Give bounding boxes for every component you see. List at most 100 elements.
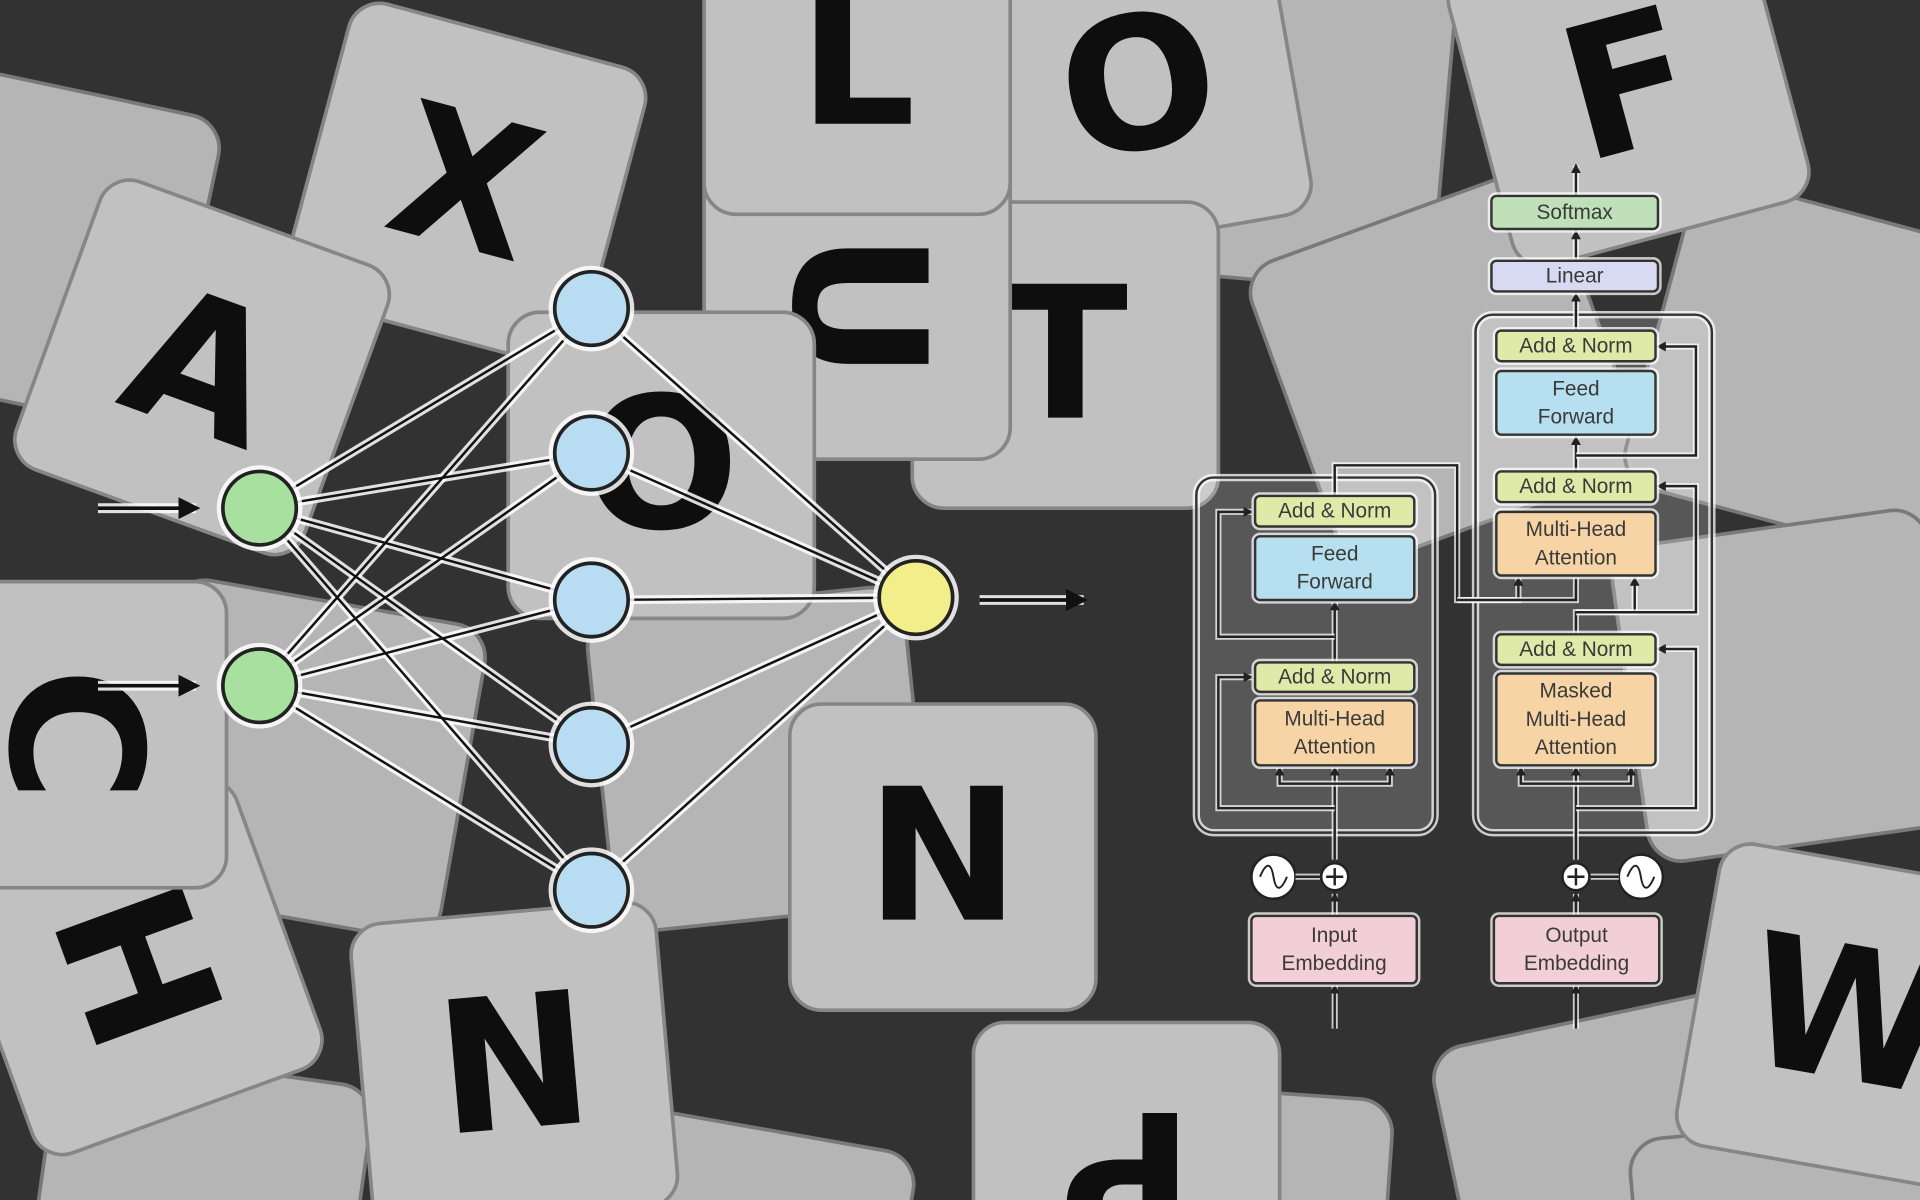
link	[258, 307, 593, 510]
link	[258, 307, 593, 687]
link	[590, 451, 917, 599]
block-label: Attention	[1294, 735, 1376, 758]
tile-letter: W	[1731, 894, 1920, 1139]
block-label: Attention	[1535, 736, 1617, 759]
tile-face	[349, 900, 680, 1200]
node	[221, 647, 299, 725]
link	[259, 451, 592, 510]
tile-letter: L	[799, 0, 916, 168]
stack	[1195, 476, 1437, 834]
block: Input Embedding	[1247, 912, 1421, 987]
node	[552, 705, 631, 784]
tile: A	[12, 178, 392, 557]
block: Add & Norm	[1492, 326, 1660, 365]
tile: W	[1674, 842, 1920, 1191]
block-box	[1495, 633, 1657, 667]
wire	[1217, 672, 1335, 810]
block-label: Multi-Head	[1526, 708, 1627, 731]
block-label: Feed	[1552, 377, 1599, 400]
link	[591, 596, 916, 602]
block-box	[1253, 494, 1416, 528]
link	[259, 684, 592, 746]
block: Add & Norm	[1251, 658, 1418, 696]
link	[590, 307, 917, 599]
wire	[1334, 765, 1395, 785]
tile-face	[971, 1020, 1282, 1200]
block-box	[1495, 470, 1657, 504]
block: Output Embedding	[1490, 912, 1663, 987]
node	[552, 851, 631, 929]
link	[259, 598, 592, 687]
block-label: Embedding	[1524, 952, 1629, 975]
link	[258, 684, 593, 892]
wire	[1217, 506, 1335, 638]
link	[258, 507, 593, 746]
block-label: Embedding	[1281, 952, 1386, 975]
link	[258, 452, 593, 687]
block: Softmax	[1487, 192, 1662, 233]
tile	[1623, 178, 1920, 557]
block-label: Add & Norm	[1519, 638, 1632, 661]
block-box	[1495, 369, 1657, 436]
tile-letter: O	[1043, 0, 1234, 204]
wire	[1515, 765, 1576, 785]
wire	[1457, 577, 1578, 602]
tile-face	[787, 702, 1098, 1013]
block-box	[1253, 661, 1416, 694]
link	[590, 596, 917, 892]
block: Masked Multi-Head Attention	[1492, 669, 1660, 769]
block-box	[1490, 194, 1660, 231]
block: Feed Forward	[1492, 367, 1660, 439]
wire	[1333, 464, 1524, 602]
block-label: Masked	[1540, 680, 1613, 703]
block-label: Add & Norm	[1278, 500, 1391, 523]
block-box	[1250, 914, 1418, 985]
add-cross	[1326, 868, 1344, 886]
wire	[1575, 341, 1698, 457]
link	[259, 506, 592, 602]
tile-face	[1446, 0, 1811, 268]
block-label: Add & Norm	[1519, 475, 1632, 498]
wire	[1575, 765, 1636, 785]
block: Multi-Head Attention	[1251, 696, 1418, 769]
tile: L	[702, 0, 1013, 217]
block-label: Linear	[1546, 265, 1604, 288]
block-box	[1490, 259, 1660, 293]
block: Add & Norm	[1492, 467, 1660, 506]
block-box	[1495, 672, 1657, 767]
node	[552, 270, 631, 348]
node	[552, 561, 631, 639]
tile-face	[0, 579, 229, 890]
tile-letter: T	[1003, 249, 1128, 462]
block: Multi-Head Attention	[1492, 508, 1660, 580]
tile-face	[1674, 842, 1920, 1191]
block-label: Feed	[1311, 543, 1358, 566]
wire	[1575, 481, 1698, 614]
node	[552, 414, 631, 492]
wire	[1274, 765, 1335, 785]
block-label: Forward	[1297, 571, 1373, 594]
block-label: Forward	[1538, 405, 1614, 428]
tile: F	[1446, 0, 1811, 268]
block-label: Multi-Head	[1526, 518, 1627, 541]
block-label: Input	[1311, 924, 1357, 947]
tile-letter: P	[1059, 1069, 1194, 1200]
block-box	[1253, 535, 1416, 602]
tile: N	[787, 702, 1098, 1013]
block-box	[1492, 914, 1661, 985]
link	[590, 596, 917, 746]
node	[221, 469, 299, 547]
block-box	[1495, 329, 1657, 363]
tile-letter: N	[428, 953, 600, 1179]
block-box	[1495, 510, 1657, 577]
add-cross	[1567, 868, 1585, 886]
pos-wave	[1259, 864, 1288, 889]
link	[258, 507, 593, 892]
tile-face	[702, 0, 1013, 217]
block: Feed Forward	[1251, 532, 1418, 604]
tile: P	[971, 1020, 1282, 1200]
block-label: Multi-Head	[1284, 707, 1385, 730]
